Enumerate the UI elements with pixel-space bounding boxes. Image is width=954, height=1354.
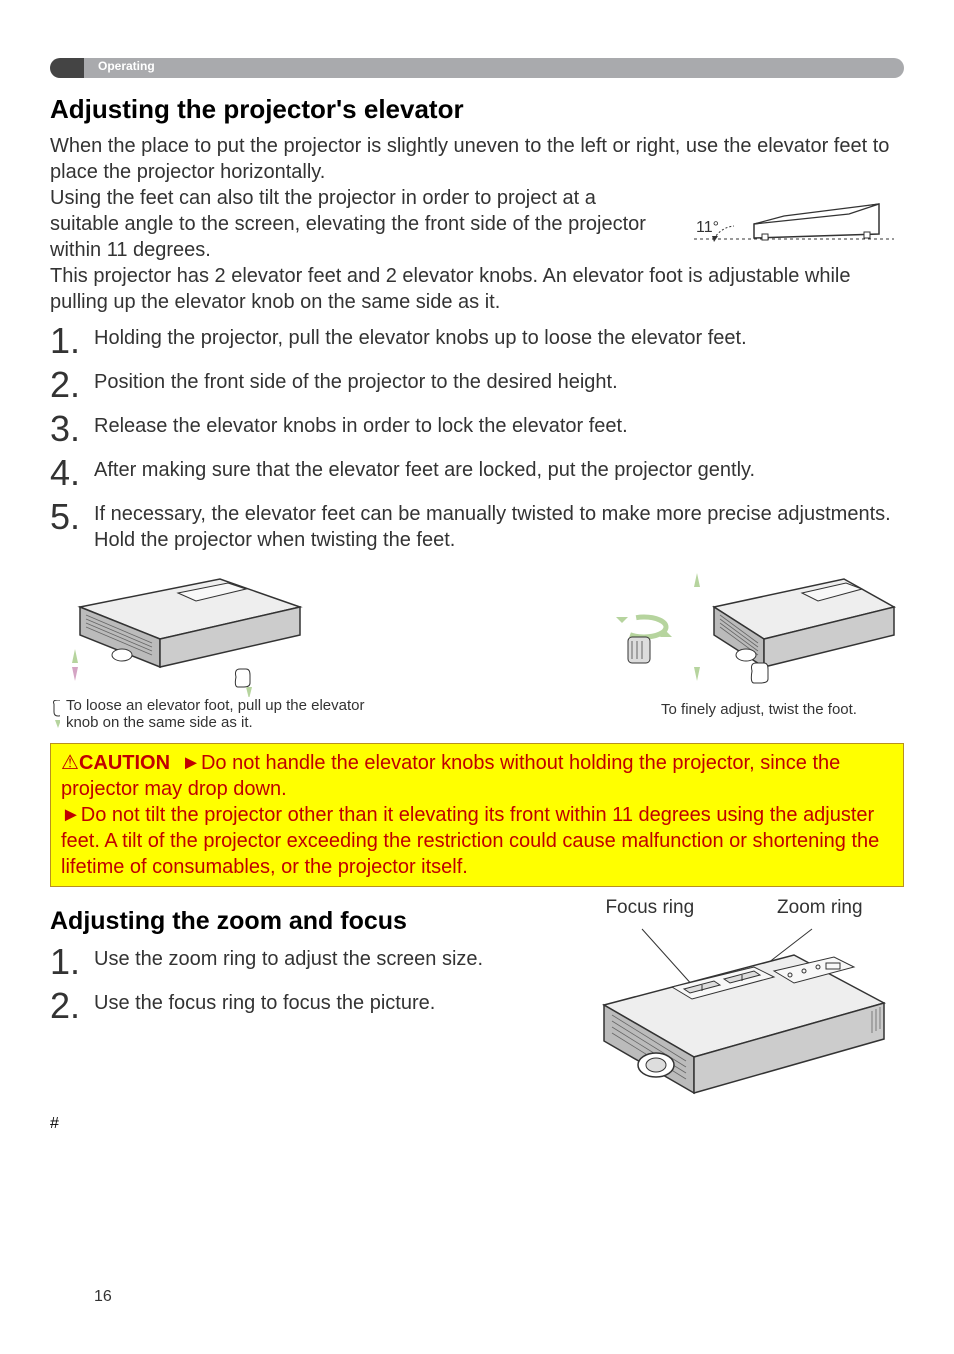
caution-text-2: Do not tilt the projector other than it …: [61, 804, 879, 878]
illustration-left: To loose an elevator foot, pull up the e…: [50, 567, 370, 731]
steps-list-zoom: 1. Use the zoom ring to adjust the scree…: [50, 944, 564, 1024]
step-item: 1. Holding the projector, pull the eleva…: [50, 323, 904, 359]
step-item: 3. Release the elevator knobs in order t…: [50, 411, 904, 447]
section-tab: Operating: [84, 58, 904, 78]
focus-zoom-illustration: Focus ring Zoom ring: [564, 897, 904, 1115]
step-text: After making sure that the elevator feet…: [94, 455, 755, 483]
step-item: 5. If necessary, the elevator feet can b…: [50, 499, 904, 553]
hand-down-icon: [50, 700, 60, 728]
step-item: 2. Position the front side of the projec…: [50, 367, 904, 403]
tilt-diagram: 11°: [694, 184, 894, 244]
step-number: 5.: [50, 499, 94, 535]
step-number: 1.: [50, 323, 94, 359]
heading-zoom-focus: Adjusting the zoom and focus: [50, 907, 564, 936]
caption-text: To loose an elevator foot, pull up the e…: [66, 697, 370, 731]
illustration-row: To loose an elevator foot, pull up the e…: [50, 567, 904, 731]
illustration-right-caption: To finely adjust, twist the foot.: [614, 701, 904, 718]
step-number: 2.: [50, 367, 94, 403]
step-number: 3.: [50, 411, 94, 447]
step-item: 2. Use the focus ring to focus the pictu…: [50, 988, 564, 1024]
caution-label: CAUTION: [79, 752, 170, 774]
step-text: Release the elevator knobs in order to l…: [94, 411, 628, 439]
page-number: 16: [94, 1288, 112, 1306]
caution-line-2: ►Do not tilt the projector other than it…: [61, 802, 893, 880]
section-tab-label: Operating: [98, 59, 155, 73]
steps-list-elevator: 1. Holding the projector, pull the eleva…: [50, 323, 904, 553]
step-text: If necessary, the elevator feet can be m…: [94, 499, 904, 553]
step-text: Position the front side of the projector…: [94, 367, 618, 395]
tilt-label: 11°: [696, 219, 719, 236]
intro-paragraph-3: This projector has 2 elevator feet and 2…: [50, 263, 904, 315]
heading-elevator: Adjusting the projector's elevator: [50, 94, 904, 125]
step-number: 4.: [50, 455, 94, 491]
step-item: 1. Use the zoom ring to adjust the scree…: [50, 944, 564, 980]
step-text: Holding the projector, pull the elevator…: [94, 323, 747, 351]
warning-icon: ⚠: [61, 752, 79, 774]
step-number: 2.: [50, 988, 94, 1024]
tab-corner: [50, 58, 84, 78]
illustration-left-caption: To loose an elevator foot, pull up the e…: [50, 697, 370, 731]
step-item: 4. After making sure that the elevator f…: [50, 455, 904, 491]
caution-box: ⚠CAUTION ►Do not handle the elevator kno…: [50, 743, 904, 887]
caution-line-1: ⚠CAUTION ►Do not handle the elevator kno…: [61, 750, 893, 802]
intro-paragraph-1: When the place to put the projector is s…: [50, 133, 904, 185]
illustration-right: To finely adjust, twist the foot.: [614, 567, 904, 731]
focus-ring-label: Focus ring: [605, 897, 694, 919]
step-text: Use the zoom ring to adjust the screen s…: [94, 944, 483, 972]
caution-text-1: Do not handle the elevator knobs without…: [61, 752, 840, 800]
step-number: 1.: [50, 944, 94, 980]
zoom-ring-label: Zoom ring: [777, 897, 863, 919]
step-text: Use the focus ring to focus the picture.: [94, 988, 435, 1016]
